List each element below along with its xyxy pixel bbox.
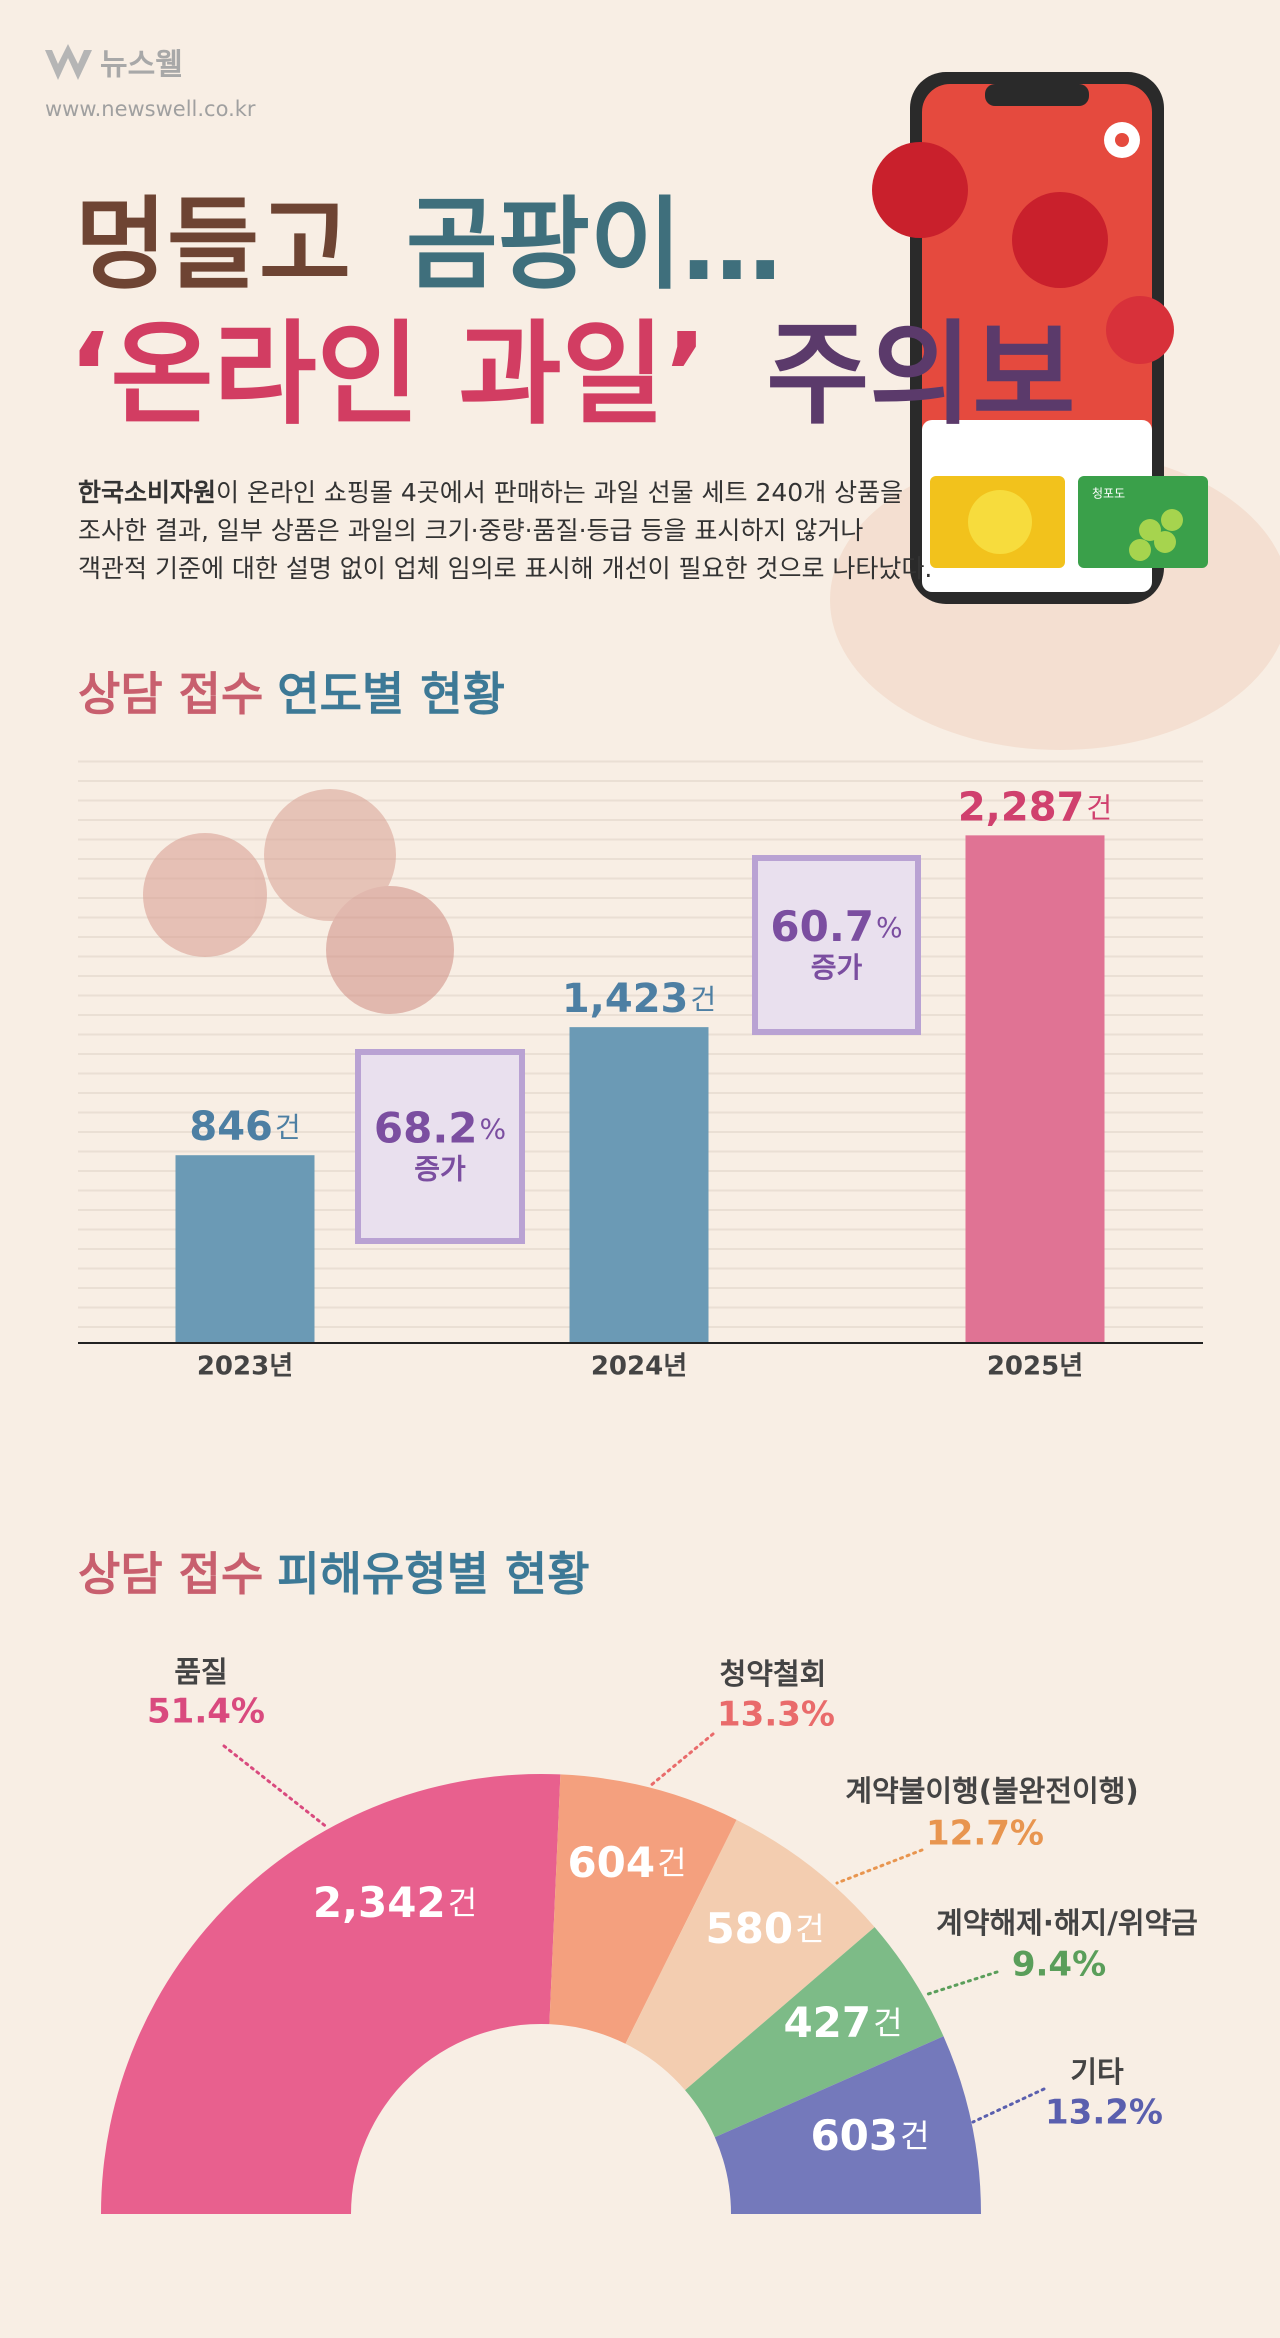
bar-value-label: 1,423건 (562, 976, 716, 1022)
value: 68.2 (374, 1103, 478, 1152)
apple (143, 833, 267, 957)
title-part: 멍들고 (75, 186, 351, 303)
legend-name: 계약해제·해지/위약금 (936, 1906, 1198, 1940)
unit: 건 (275, 1111, 301, 1144)
leader-line (835, 1848, 924, 1885)
bar-value-label: 2,287건 (958, 784, 1112, 830)
share-label: 51.4% (147, 1692, 265, 1732)
title-line-1: 멍들고 곰팡이… (75, 186, 782, 303)
annotation-box (752, 855, 921, 1035)
value: 2,342 (313, 1878, 446, 1927)
x-tick-label: 2023년 (197, 1352, 293, 1382)
value: 1,423 (562, 976, 689, 1022)
value: 427 (783, 1998, 871, 2047)
leader-line (222, 1744, 330, 1830)
grape (1129, 539, 1151, 561)
unit: 건 (873, 2004, 902, 2042)
value: 604 (567, 1838, 655, 1887)
apples-decoration (143, 789, 454, 1014)
slice (714, 2036, 981, 2214)
slice (549, 1774, 737, 2044)
value: 846 (189, 1104, 273, 1150)
apple (264, 789, 396, 921)
unit: 건 (448, 1884, 477, 1922)
title-line-2: ‘온라인 과일’ 주의보 (68, 310, 1075, 440)
title-part: 곰팡이… (406, 186, 782, 303)
share-label: 9.4% (1012, 1945, 1106, 1985)
section-title: 상담 접수 피해유형별 현황 (78, 1547, 590, 1601)
unit: % (480, 1113, 507, 1146)
strawberry (872, 142, 968, 238)
strawberry (1106, 296, 1174, 364)
value: 603 (810, 2111, 898, 2160)
slice-label: 2,342건 (313, 1878, 477, 1927)
logo: 뉴스웰 www.newswell.co.kr (45, 44, 256, 121)
bar-value-label: 846건 (189, 1104, 300, 1150)
unit: 건 (1086, 791, 1112, 824)
leader-line (923, 1970, 999, 1997)
slice-label: 580건 (705, 1904, 824, 1953)
grape (1161, 509, 1183, 531)
section-title: 상담 접수 연도별 현황 (78, 667, 505, 721)
unit: 건 (690, 983, 716, 1016)
annotation-text: 증가 (414, 1153, 466, 1186)
section-title-part: 연도별 현황 (277, 667, 505, 721)
description-lead: 한국소비자원 (78, 478, 216, 507)
leader-line (648, 1732, 715, 1788)
bar (175, 1155, 315, 1343)
legend-name: 품질 (174, 1655, 227, 1689)
legend-name: 계약불이행(불완전이행) (845, 1774, 1138, 1808)
unit: 건 (795, 1910, 824, 1948)
phone-label: 청포도 (1092, 487, 1125, 501)
slice-label: 427건 (783, 1998, 902, 2047)
share-label: 13.2% (1045, 2093, 1163, 2133)
description-line: 객관적 기준에 대한 설명 없이 업체 임의로 표시해 개선이 필요한 것으로 … (78, 554, 932, 583)
phone-notch (985, 84, 1089, 106)
lemon (968, 490, 1032, 554)
legend-name: 기타 (1070, 2055, 1124, 2089)
logo-icon (45, 44, 92, 80)
section-title-part: 상담 접수 (78, 1547, 263, 1601)
description-text: 이 온라인 쇼핑몰 4곳에서 판매하는 과일 선물 세트 240개 상품을 (216, 478, 903, 507)
annotation-text: 증가 (811, 951, 863, 984)
annotation-value: 68.2% (374, 1103, 506, 1152)
slice (625, 1819, 875, 2091)
bar (569, 1027, 709, 1343)
annotation-box (355, 1049, 525, 1244)
logo-url: www.newswell.co.kr (45, 97, 256, 121)
title-part: ‘온라인 과일’ (68, 310, 707, 440)
section-title-part: 피해유형별 현황 (277, 1547, 589, 1601)
heart-icon (1115, 133, 1129, 147)
bar (965, 835, 1105, 1343)
value: 60.7 (770, 902, 874, 951)
description-line: 조사한 결과, 일부 상품은 과일의 크기·중량·품질·등급 등을 표시하지 않… (78, 516, 863, 545)
unit: % (876, 911, 903, 944)
slice-label: 603건 (810, 2111, 929, 2160)
share-label: 13.3% (717, 1695, 835, 1735)
slice (685, 1927, 944, 2138)
grape (1154, 531, 1176, 553)
slice-label: 604건 (567, 1838, 686, 1887)
unit: 건 (657, 1844, 686, 1882)
section-title-part: 상담 접수 (78, 667, 263, 721)
annotation-value: 60.7% (770, 902, 902, 951)
strawberry (1012, 192, 1108, 288)
logo-text: 뉴스웰 (100, 48, 183, 83)
description-line: 한국소비자원이 온라인 쇼핑몰 4곳에서 판매하는 과일 선물 세트 240개 … (78, 478, 903, 507)
leader-line (971, 2087, 1046, 2124)
legend-name: 청약철회 (720, 1657, 827, 1691)
x-tick-label: 2025년 (987, 1352, 1083, 1382)
apple (326, 886, 454, 1014)
slice (101, 1773, 561, 2214)
unit: 건 (900, 2117, 929, 2155)
grape (1139, 519, 1161, 541)
title-part: 주의보 (766, 310, 1075, 440)
value: 580 (705, 1904, 793, 1953)
value: 2,287 (958, 784, 1085, 830)
x-tick-label: 2024년 (591, 1352, 687, 1382)
share-label: 12.7% (926, 1814, 1044, 1854)
phone-illustration: 청포도 (830, 72, 1280, 750)
